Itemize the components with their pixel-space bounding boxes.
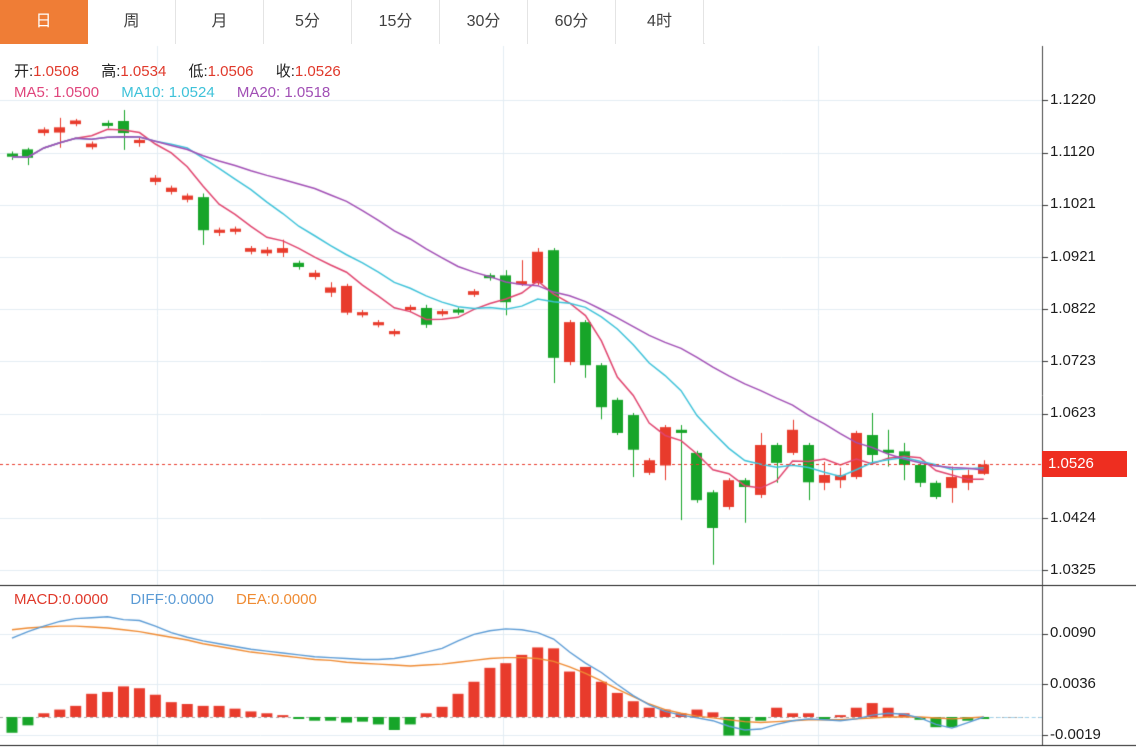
- period-tab-bar: 日 周 月 5分 15分 30分 60分 4时: [0, 0, 705, 44]
- close-readout: 收:1.0526: [275, 63, 341, 80]
- tab-30min[interactable]: 30分: [440, 0, 528, 44]
- price-axis-label: 1.1021: [1050, 195, 1096, 212]
- price-axis-label: 1.0325: [1050, 561, 1096, 578]
- price-axis-label: 1.0822: [1050, 300, 1096, 317]
- tab-60min[interactable]: 60分: [528, 0, 616, 44]
- ma20-readout: MA20: 1.0518: [236, 84, 331, 101]
- ma-legend: MA5: 1.0500 MA10: 1.0524 MA20: 1.0518: [14, 84, 348, 101]
- ma5-readout: MA5: 1.0500: [14, 84, 100, 101]
- open-readout: 开:1.0508: [14, 63, 80, 80]
- tab-weekly[interactable]: 周: [88, 0, 176, 44]
- macd-axis-label: -0.0019: [1050, 726, 1101, 743]
- price-axis-label: 1.0921: [1050, 248, 1096, 265]
- tab-daily[interactable]: 日: [0, 0, 88, 44]
- tab-4hour[interactable]: 4时: [616, 0, 704, 44]
- price-axis-label: 1.0723: [1050, 352, 1096, 369]
- tab-monthly[interactable]: 月: [176, 0, 264, 44]
- ma10-readout: MA10: 1.0524: [121, 84, 215, 101]
- price-axis-label: 1.0424: [1050, 509, 1096, 526]
- price-axis-label: 1.1220: [1050, 91, 1096, 108]
- macd-legend: MACD:0.0000 DIFF:0.0000 DEA:0.0000: [14, 591, 335, 608]
- price-axis-label: 1.1120: [1050, 143, 1095, 160]
- current-price-badge: 1.0526: [1042, 451, 1127, 477]
- tab-5min[interactable]: 5分: [264, 0, 352, 44]
- price-axis-label: 1.0623: [1050, 404, 1096, 421]
- macd-readout: MACD:0.0000: [14, 591, 109, 608]
- macd-axis-label: 0.0036: [1050, 675, 1096, 692]
- tab-15min[interactable]: 15分: [352, 0, 440, 44]
- ohlc-legend: 开:1.0508 高:1.0534 低:1.0506 收:1.0526: [14, 60, 359, 81]
- macd-axis-label: 0.0090: [1050, 624, 1096, 641]
- dea-readout: DEA:0.0000: [235, 591, 317, 608]
- diff-readout: DIFF:0.0000: [130, 591, 214, 608]
- low-readout: 低:1.0506: [188, 63, 254, 80]
- high-readout: 高:1.0534: [101, 63, 167, 80]
